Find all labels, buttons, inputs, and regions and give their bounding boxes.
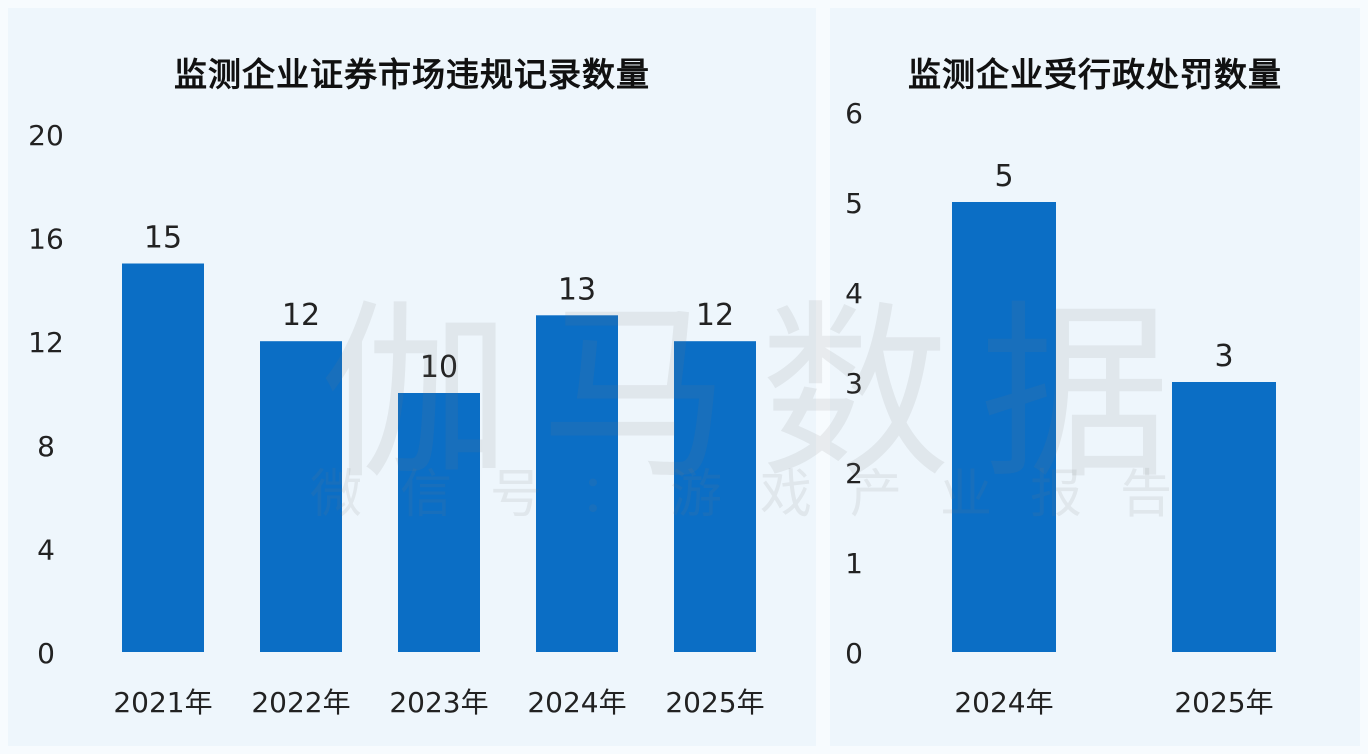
x-tick-label: 2024年 <box>954 686 1053 719</box>
y-tick-label: 8 <box>37 430 55 463</box>
watermark-main: 伽马数据 <box>320 284 1201 505</box>
data-label: 3 <box>1214 339 1233 374</box>
y-tick-label: 20 <box>28 119 64 152</box>
chart-panel-right: 监测企业受行政处罚数量 0 1 2 3 4 5 6 5 2024年 3 2025年 <box>830 8 1360 746</box>
watermark-sub: 微信号：游戏产业报告 <box>310 465 1211 525</box>
y-tick-label: 0 <box>845 637 863 670</box>
bar <box>398 393 480 652</box>
y-tick-label: 12 <box>28 326 64 359</box>
x-tick-label: 2021年 <box>113 686 212 719</box>
chart-title: 监测企业证券市场违规记录数量 <box>174 55 650 94</box>
y-tick-label: 5 <box>845 187 863 220</box>
y-tick-label: 0 <box>37 637 55 670</box>
chart-panel-left: 监测企业证券市场违规记录数量 0 4 8 12 16 20 15 2021年 12 2022年 10… <box>8 8 816 746</box>
x-tick-label: 2025年 <box>665 686 764 719</box>
chart-title: 监测企业受行政处罚数量 <box>908 55 1282 94</box>
x-tick-label: 2024年 <box>527 686 626 719</box>
bar-chart-left: 0 4 8 12 16 20 15 2021年 12 2022年 10 2023年 13 2024年 12 2… <box>28 119 764 719</box>
x-tick-label: 2022年 <box>251 686 350 719</box>
y-tick-label: 16 <box>28 223 64 256</box>
y-tick-label: 1 <box>845 547 863 580</box>
y-tick-label: 2 <box>845 457 863 490</box>
bar <box>536 315 618 652</box>
bar <box>952 202 1056 652</box>
x-tick-label: 2023年 <box>389 686 488 719</box>
y-tick-label: 4 <box>845 277 863 310</box>
y-tick-label: 3 <box>845 367 863 400</box>
bar <box>260 341 342 652</box>
x-tick-label: 2025年 <box>1174 686 1273 719</box>
bar-chart-right: 0 1 2 3 4 5 6 5 2024年 3 2025年 <box>845 97 1276 719</box>
y-tick-label: 6 <box>845 97 863 130</box>
bar <box>1172 382 1276 652</box>
bar <box>122 263 204 652</box>
data-label: 12 <box>282 298 320 333</box>
bar <box>674 341 756 652</box>
data-label: 13 <box>558 272 596 307</box>
y-tick-label: 4 <box>37 533 55 566</box>
data-label: 5 <box>994 159 1013 194</box>
data-label: 12 <box>696 298 734 333</box>
data-label: 10 <box>420 350 458 385</box>
data-label: 15 <box>144 221 182 256</box>
